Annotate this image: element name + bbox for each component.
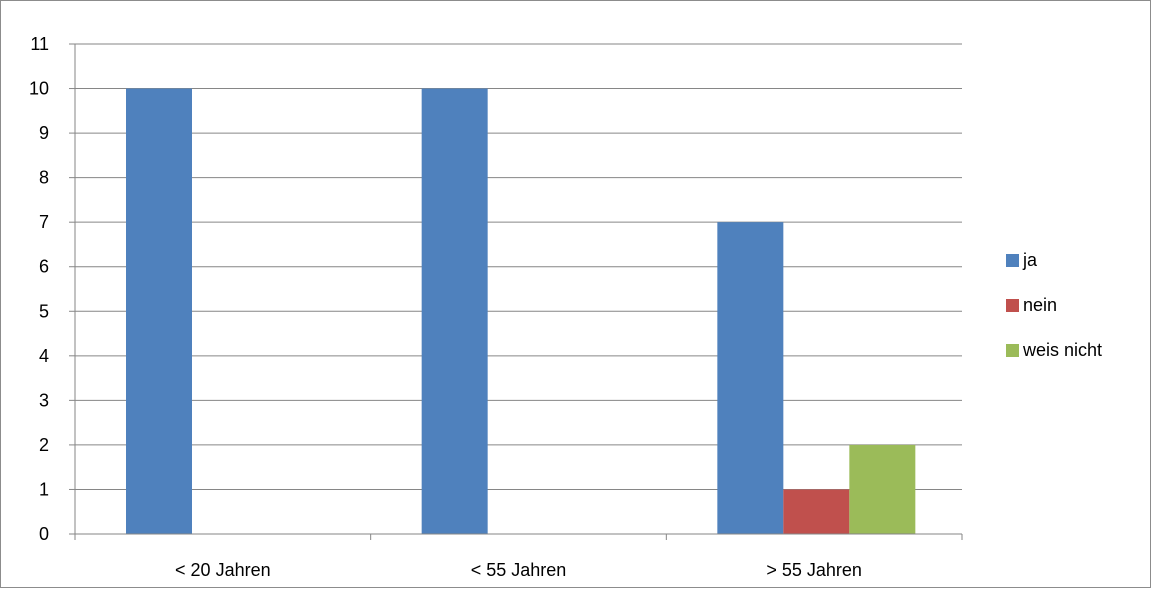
- legend-label: weis nicht: [1022, 340, 1102, 360]
- y-tick-label: 2: [39, 435, 49, 455]
- bar-nein-2: [783, 489, 850, 534]
- bars: [126, 88, 916, 534]
- legend-swatch-nein: [1006, 299, 1019, 312]
- legend: ja nein weis nicht: [1006, 250, 1102, 360]
- y-tick-label: 6: [39, 257, 49, 277]
- x-axis-ticks: < 20 Jahren < 55 Jahren > 55 Jahren: [74, 534, 963, 580]
- y-axis-ticks: 0 1 2 3 4 5 6 7 8 9 10 11: [29, 34, 75, 544]
- y-tick-label: 3: [39, 390, 49, 410]
- x-tick-label: < 55 Jahren: [471, 560, 567, 580]
- axes: [74, 44, 962, 535]
- legend-swatch-ja: [1006, 254, 1019, 267]
- y-tick-label: 8: [39, 168, 49, 188]
- y-tick-label: 0: [39, 524, 49, 544]
- legend-label: ja: [1022, 250, 1038, 270]
- y-tick-label: 10: [29, 79, 49, 99]
- legend-label: nein: [1023, 295, 1057, 315]
- x-tick-label: < 20 Jahren: [175, 560, 271, 580]
- gridlines: [75, 43, 962, 490]
- legend-swatch-weis-nicht: [1006, 344, 1019, 357]
- y-tick-label: 11: [30, 34, 49, 54]
- y-tick-label: 4: [39, 346, 49, 366]
- bar-ja-2: [717, 222, 784, 534]
- y-tick-label: 7: [39, 212, 49, 232]
- x-tick-label: > 55 Jahren: [766, 560, 862, 580]
- bar-ja-0: [126, 88, 192, 534]
- y-tick-label: 9: [39, 123, 49, 143]
- bar-ja-1: [421, 88, 488, 534]
- bar-weis-nicht-2: [849, 444, 916, 534]
- y-tick-label: 5: [39, 301, 49, 321]
- y-tick-label: 1: [39, 479, 49, 499]
